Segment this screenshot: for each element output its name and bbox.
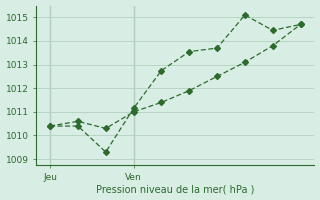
X-axis label: Pression niveau de la mer( hPa ): Pression niveau de la mer( hPa ) <box>96 184 254 194</box>
